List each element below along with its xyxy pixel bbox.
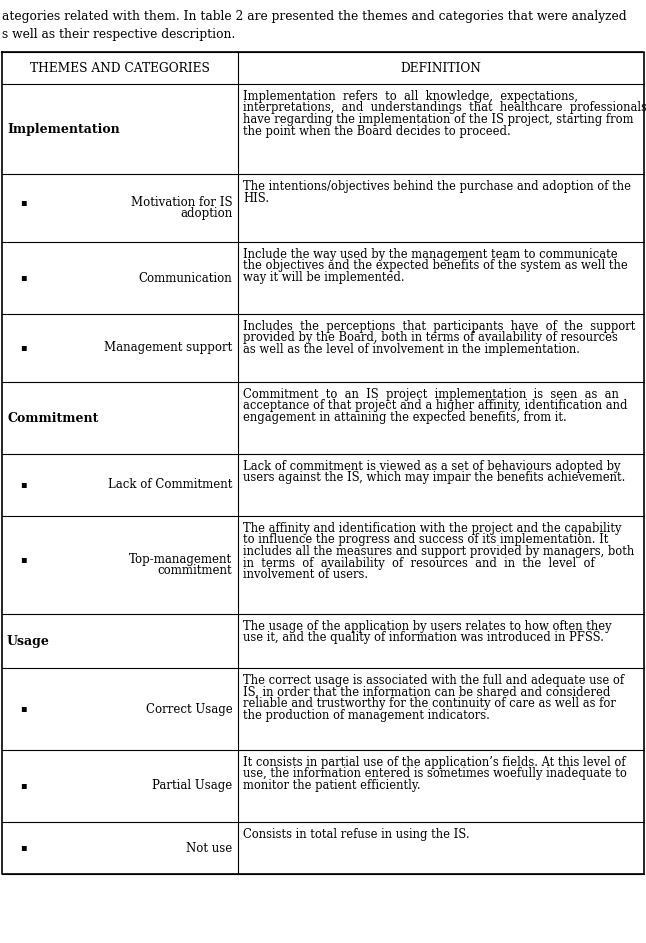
Text: in  terms  of  availability  of  resources  and  in  the  level  of: in terms of availability of resources an…	[244, 556, 595, 570]
Text: Includes  the  perceptions  that  participants  have  of  the  support: Includes the perceptions that participan…	[244, 320, 636, 333]
Text: as well as the level of involvement in the implementation.: as well as the level of involvement in t…	[244, 343, 580, 356]
Text: way it will be implemented.: way it will be implemented.	[244, 271, 405, 284]
Text: ▪: ▪	[20, 843, 26, 852]
Text: commitment: commitment	[158, 564, 233, 577]
Text: engagement in attaining the expected benefits, from it.: engagement in attaining the expected ben…	[244, 411, 567, 424]
Text: The usage of the application by users relates to how often they: The usage of the application by users re…	[244, 620, 612, 633]
Text: ▪: ▪	[20, 273, 26, 283]
Text: Lack of commitment is viewed as a set of behaviours adopted by: Lack of commitment is viewed as a set of…	[244, 460, 621, 473]
Text: The affinity and identification with the project and the capability: The affinity and identification with the…	[244, 522, 621, 535]
Text: ▪: ▪	[20, 704, 26, 714]
Text: The correct usage is associated with the full and adequate use of: The correct usage is associated with the…	[244, 674, 625, 687]
Text: Communication: Communication	[138, 272, 233, 285]
Text: use, the information entered is sometimes woefully inadequate to: use, the information entered is sometime…	[244, 768, 627, 781]
Text: Not use: Not use	[186, 841, 233, 854]
Text: interpretations,  and  understandings  that  healthcare  professionals: interpretations, and understandings that…	[244, 102, 646, 114]
Text: users against the IS, which may impair the benefits achievement.: users against the IS, which may impair t…	[244, 472, 625, 485]
Text: adoption: adoption	[180, 207, 233, 221]
Text: acceptance of that project and a higher affinity, identification and: acceptance of that project and a higher …	[244, 400, 628, 412]
Text: s well as their respective description.: s well as their respective description.	[2, 28, 235, 41]
Text: includes all the measures and support provided by managers, both: includes all the measures and support pr…	[244, 545, 634, 558]
Text: the point when the Board decides to proceed.: the point when the Board decides to proc…	[244, 124, 511, 138]
Text: Implementation: Implementation	[7, 123, 120, 136]
Text: THEMES AND CATEGORIES: THEMES AND CATEGORIES	[30, 61, 210, 74]
Text: the objectives and the expected benefits of the system as well the: the objectives and the expected benefits…	[244, 259, 628, 273]
Text: Usage: Usage	[7, 635, 50, 648]
Text: Top-management: Top-management	[129, 553, 233, 566]
Text: Motivation for IS: Motivation for IS	[130, 196, 233, 208]
Text: to influence the progress and success of its implementation. It: to influence the progress and success of…	[244, 534, 609, 547]
Text: Correct Usage: Correct Usage	[145, 703, 233, 716]
Text: use it, and the quality of information was introduced in PFSS.: use it, and the quality of information w…	[244, 632, 604, 644]
Text: Include the way used by the management team to communicate: Include the way used by the management t…	[244, 248, 618, 261]
Text: ▪: ▪	[20, 481, 26, 489]
Text: HIS.: HIS.	[244, 191, 269, 205]
Text: involvement of users.: involvement of users.	[244, 568, 368, 581]
Text: Commitment: Commitment	[7, 411, 98, 424]
Text: reliable and trustworthy for the continuity of care as well as for: reliable and trustworthy for the continu…	[244, 697, 616, 710]
Text: provided by the Board, both in terms of availability of resources: provided by the Board, both in terms of …	[244, 332, 618, 344]
Text: ▪: ▪	[20, 343, 26, 353]
Text: monitor the patient efficiently.: monitor the patient efficiently.	[244, 779, 421, 792]
Text: Management support: Management support	[104, 341, 233, 355]
Text: IS, in order that the information can be shared and considered: IS, in order that the information can be…	[244, 686, 610, 699]
Text: Consists in total refuse in using the IS.: Consists in total refuse in using the IS…	[244, 828, 470, 841]
Text: DEFINITION: DEFINITION	[401, 61, 481, 74]
Text: ▪: ▪	[20, 198, 26, 207]
Text: Partial Usage: Partial Usage	[152, 780, 233, 792]
Text: Implementation  refers  to  all  knowledge,  expectations,: Implementation refers to all knowledge, …	[244, 90, 578, 103]
Text: The intentions/objectives behind the purchase and adoption of the: The intentions/objectives behind the pur…	[244, 180, 631, 193]
Text: the production of management indicators.: the production of management indicators.	[244, 708, 490, 721]
Text: ategories related with them. In table 2 are presented the themes and categories : ategories related with them. In table 2 …	[2, 10, 627, 23]
Text: It consists in partial use of the application’s fields. At this level of: It consists in partial use of the applic…	[244, 756, 626, 769]
Text: ▪: ▪	[20, 554, 26, 564]
Text: have regarding the implementation of the IS project, starting from: have regarding the implementation of the…	[244, 113, 634, 126]
Text: ▪: ▪	[20, 782, 26, 790]
Text: Lack of Commitment: Lack of Commitment	[108, 478, 233, 491]
Text: Commitment  to  an  IS  project  implementation  is  seen  as  an: Commitment to an IS project implementati…	[244, 388, 619, 401]
